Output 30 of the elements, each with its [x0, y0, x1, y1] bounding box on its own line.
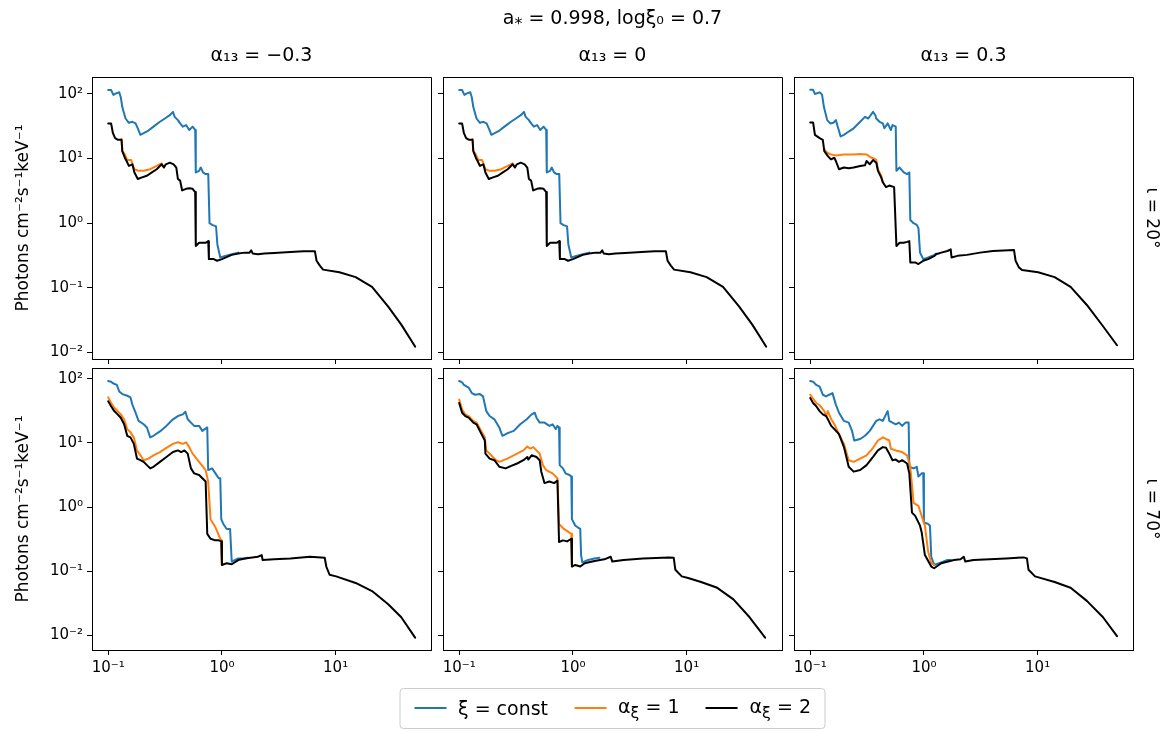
- chart-title: α₁₃ = 0.3: [919, 43, 1008, 65]
- y-tick-label: 10²: [57, 368, 83, 387]
- y-axis-title: Photons cm⁻²s⁻¹keV⁻¹: [11, 123, 33, 314]
- y2-axis-title: ι = 20°: [1142, 186, 1164, 251]
- x-tick-label: 10¹: [323, 657, 349, 676]
- y-tick-label: 10⁰: [57, 496, 83, 515]
- x-tick-label: 10¹: [1025, 657, 1051, 676]
- x-tick-label: 10⁰: [209, 657, 235, 676]
- text: a$_{*}$ = 0.998, logξ₀ = 0.7: [501, 6, 724, 33]
- x-tick-label: 10⁻¹: [793, 657, 827, 676]
- x-tick-label: 10⁰: [911, 657, 937, 676]
- legend-label: α$_{ξ}$ = 2: [749, 695, 811, 722]
- y-tick-label: 10⁻²: [49, 342, 83, 361]
- y-tick-label: 10⁻²: [49, 625, 83, 644]
- chart-title: α₁₃ = −0.3: [209, 43, 314, 65]
- y-tick-label: 10⁻¹: [49, 277, 83, 296]
- x-tick-label: 10⁰: [560, 657, 586, 676]
- y-axis-title: Photons cm⁻²s⁻¹keV⁻¹: [11, 414, 33, 605]
- x-tick-label: 10¹: [674, 657, 700, 676]
- y-tick-label: 10⁻¹: [49, 561, 83, 580]
- y2-axis-title: ι = 70°: [1142, 477, 1164, 542]
- y-tick-label: 10²: [57, 83, 83, 102]
- x-tick-label: 10⁻¹: [91, 657, 125, 676]
- chart-title: α₁₃ = 0: [577, 43, 648, 65]
- legend-label: α$_{ξ}$ = 1: [618, 695, 680, 722]
- y-tick-label: 10¹: [57, 148, 83, 167]
- x-tick-label: 10⁻¹: [442, 657, 476, 676]
- y-tick-label: 10¹: [57, 432, 83, 451]
- y-tick-label: 10⁰: [57, 213, 83, 232]
- legend-label: ξ = const: [458, 697, 549, 720]
